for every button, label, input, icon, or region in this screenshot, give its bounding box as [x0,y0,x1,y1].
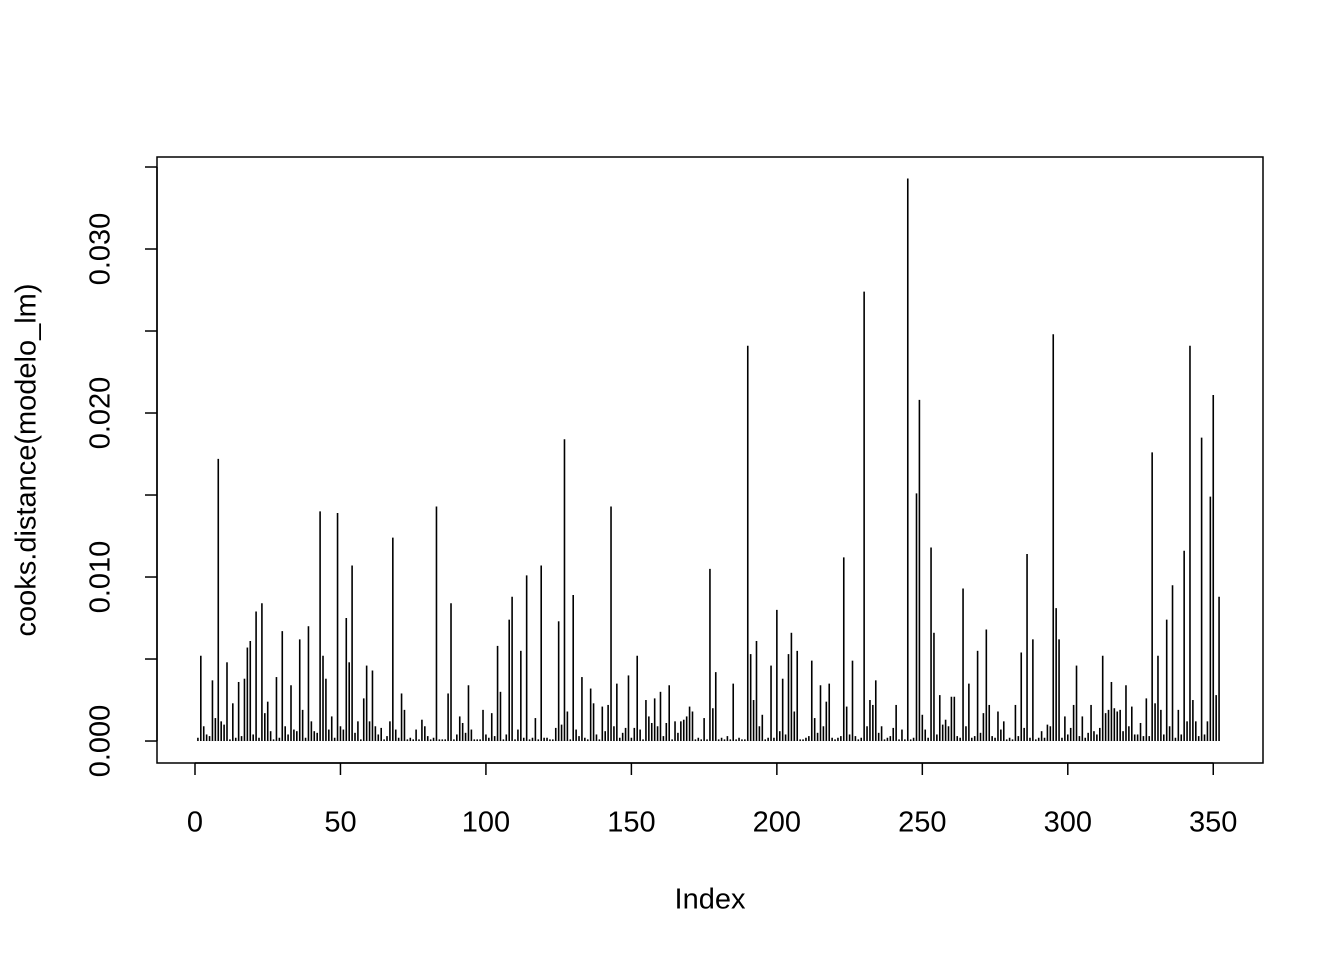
x-tick-label: 50 [324,807,356,839]
x-tick-label: 200 [753,807,801,839]
x-axis-label: Index [675,884,746,916]
x-tick-label: 100 [462,807,510,839]
x-tick-label: 250 [898,807,946,839]
y-tick-label: 0.000 [85,705,117,778]
y-tick-label: 0.020 [85,377,117,450]
x-tick-label: 0 [187,807,203,839]
y-tick-label: 0.030 [85,213,117,286]
x-tick-label: 300 [1044,807,1092,839]
x-tick-label: 150 [607,807,655,839]
y-tick-label: 0.010 [85,541,117,614]
y-axis-label: cooks.distance(modelo_lm) [11,284,43,637]
x-tick-label: 350 [1189,807,1237,839]
